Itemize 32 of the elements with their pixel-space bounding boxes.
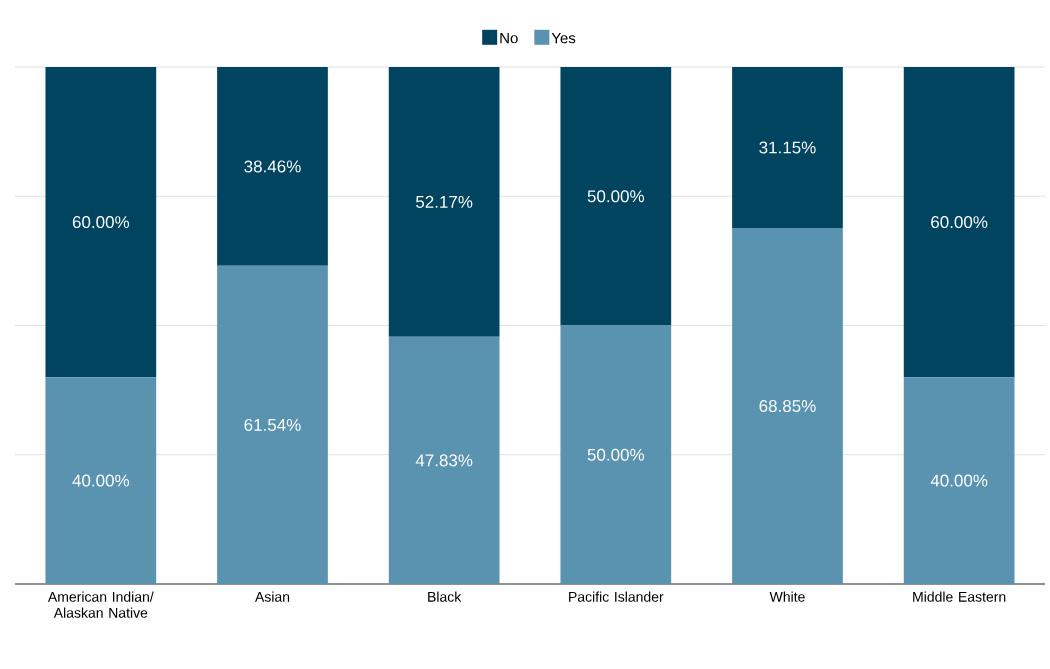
data-label: 31.15% — [759, 141, 816, 154]
bar — [560, 325, 672, 584]
bar — [732, 66, 843, 229]
data-label: 68.85% — [759, 400, 816, 413]
bar — [560, 66, 672, 326]
x-tick-label: Asian — [255, 591, 290, 602]
data-label: 47.83% — [415, 454, 473, 467]
data-label: 61.54% — [244, 418, 301, 431]
x-tick-label: Pacific Islander — [569, 591, 664, 602]
data-label: 60.00% — [72, 216, 130, 229]
bar — [45, 377, 157, 584]
data-label: 40.00% — [930, 474, 988, 487]
data-label: 52.17% — [416, 195, 473, 208]
data-label: 40.00% — [72, 474, 130, 487]
x-tick-label: White — [769, 591, 805, 602]
legend-label: Yes — [551, 32, 576, 44]
bar — [45, 66, 157, 378]
x-tick-label: Middle Eastern — [913, 591, 1006, 602]
data-label: 38.46% — [244, 160, 301, 173]
bar — [903, 377, 1015, 584]
legend-label: No — [500, 32, 518, 44]
bar — [903, 66, 1015, 378]
data-label: 50.00% — [587, 448, 645, 461]
data-label: 50.00% — [587, 190, 645, 203]
x-tick-label: Black — [428, 591, 462, 602]
bar — [732, 228, 843, 584]
bar — [388, 66, 500, 337]
bar — [388, 336, 500, 584]
x-tick-label: American Indian/ Alaskan Native — [47, 591, 154, 618]
data-label: 60.00% — [931, 216, 988, 229]
bar — [217, 265, 328, 584]
bar — [217, 66, 328, 266]
